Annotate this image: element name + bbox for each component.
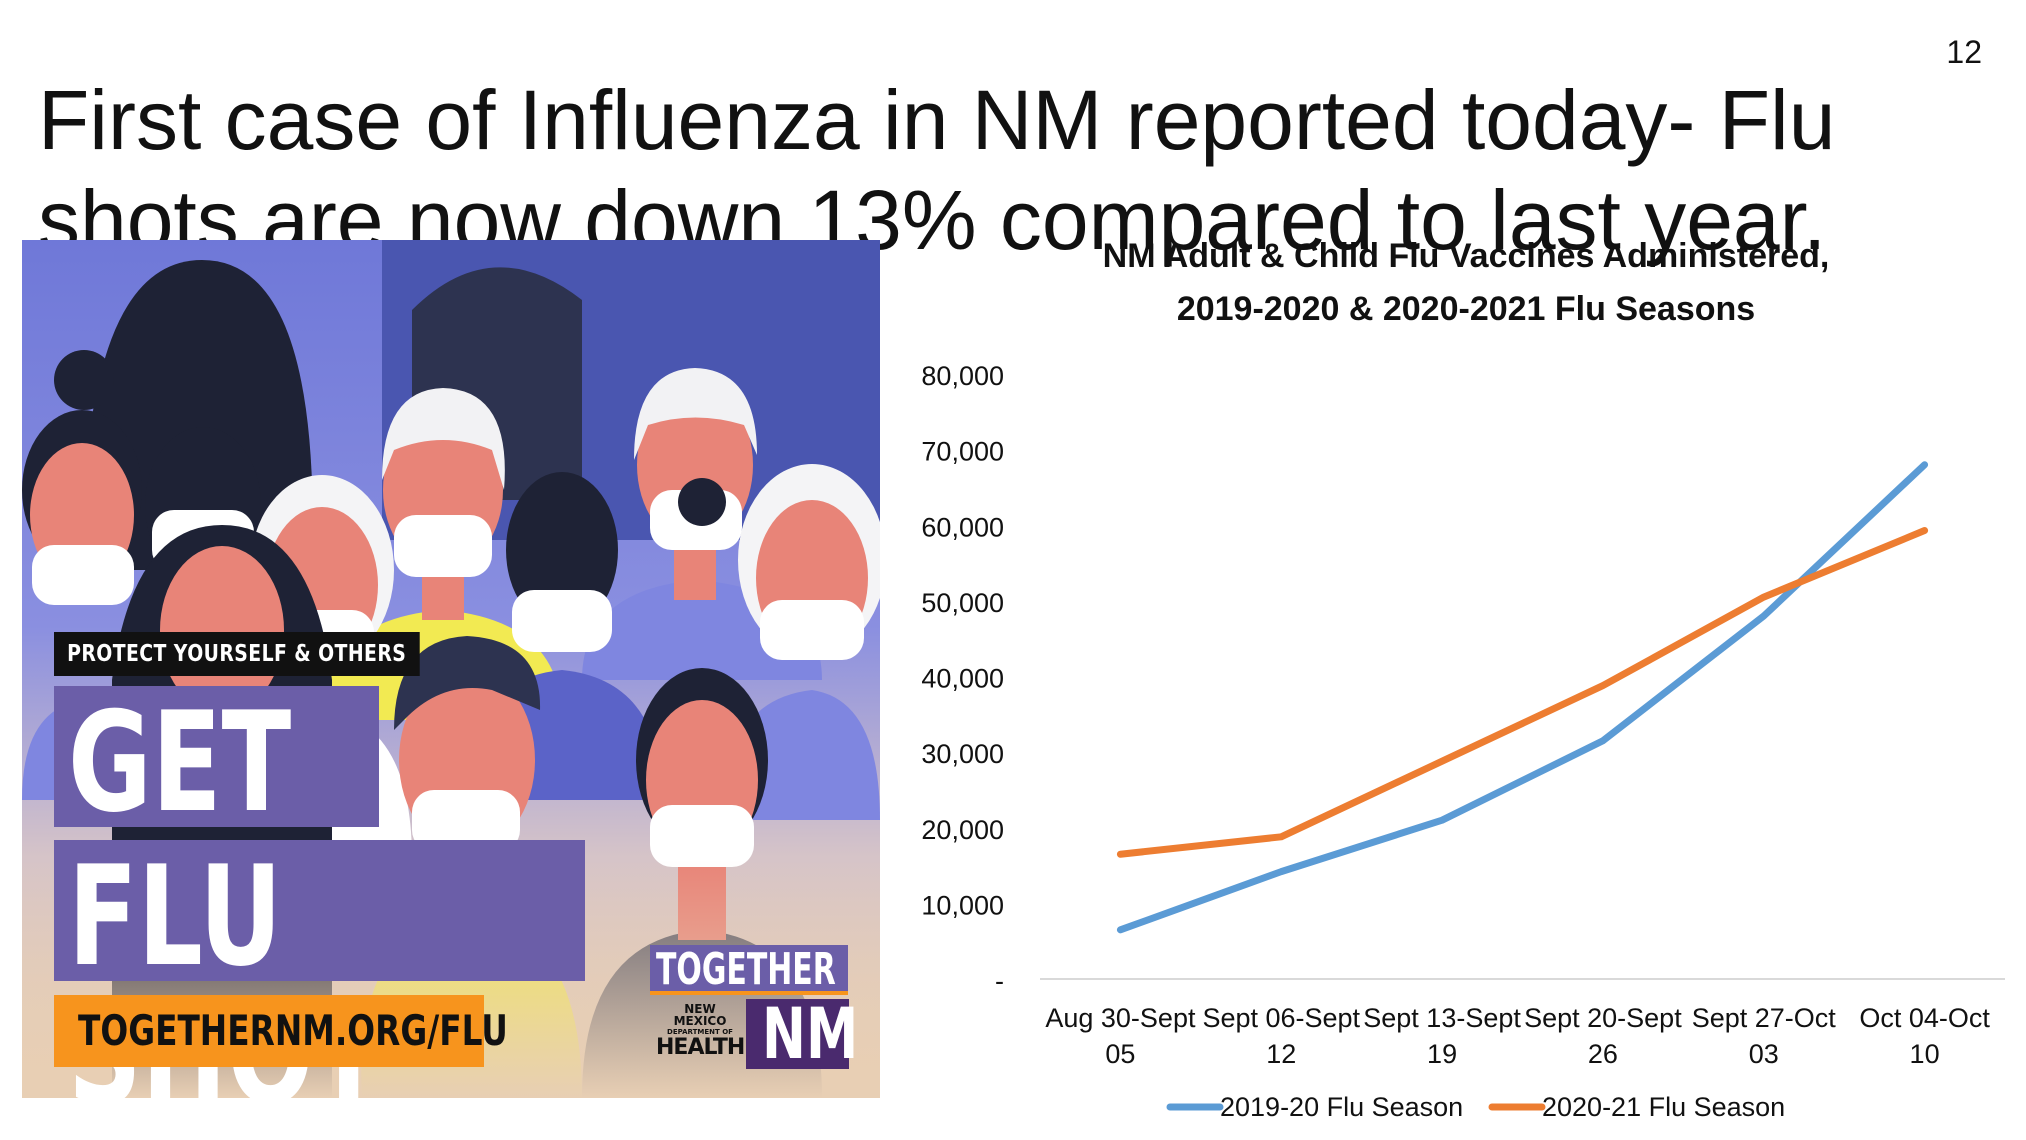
slide-title-line-1: First case of Influenza in NM reported t… bbox=[38, 73, 1836, 168]
series-line-1 bbox=[1116, 461, 1929, 934]
poster-url: TOGETHERNM.ORG/FLU bbox=[54, 995, 508, 1067]
x-tick-label: 12 bbox=[1266, 1039, 1296, 1069]
x-tick-label: Aug 30-Sept bbox=[1045, 1003, 1196, 1033]
chart-title-line-2: 2019-2020 & 2020-2021 Flu Seasons bbox=[1177, 290, 1755, 328]
y-tick-label: 10,000 bbox=[921, 890, 1004, 920]
y-tick-label: 70,000 bbox=[921, 437, 1004, 467]
chart-canvas: NM Adult & Child Flu Vaccines Administer… bbox=[921, 237, 2005, 1122]
x-tick-label: 19 bbox=[1427, 1039, 1457, 1069]
series-line-2 bbox=[1116, 527, 1929, 858]
y-tick-label: 60,000 bbox=[921, 512, 1004, 542]
x-tick-label: Sept 20-Sept bbox=[1524, 1003, 1682, 1033]
flu-vaccine-line-chart: NM Adult & Child Flu Vaccines Administer… bbox=[880, 230, 2026, 1140]
legend-label: 2019-20 Flu Season bbox=[1220, 1092, 1463, 1122]
y-tick-label: 80,000 bbox=[921, 361, 1004, 391]
x-tick-label: Sept 13-Sept bbox=[1363, 1003, 1521, 1033]
x-tick-label: 03 bbox=[1749, 1039, 1779, 1069]
x-tick-label: 05 bbox=[1105, 1039, 1135, 1069]
slide-title: First case of Influenza in NM reported t… bbox=[38, 70, 1918, 270]
y-tick-label: - bbox=[995, 966, 1004, 996]
poster-tagline: PROTECT YOURSELF & OTHERS bbox=[54, 632, 420, 676]
legend-label: 2020-21 Flu Season bbox=[1542, 1092, 1785, 1122]
series-lines bbox=[1116, 461, 1929, 934]
poster-headline-line-1: GET A bbox=[54, 686, 379, 970]
x-tick-label: Oct 04-Oct bbox=[1859, 1003, 1990, 1033]
together-nm-logo: TOGETHER NEW MEXICO DEPARTMENT OF HEALTH… bbox=[650, 945, 858, 1070]
flu-shot-poster: PROTECT YOURSELF & OTHERS GET A FLU SHOT… bbox=[22, 240, 880, 1098]
chart-title-line-1: NM Adult & Child Flu Vaccines Administer… bbox=[1103, 237, 1830, 275]
nm-department-of-health-logo: NEW MEXICO DEPARTMENT OF HEALTH bbox=[656, 1002, 745, 1060]
y-tick-label: 50,000 bbox=[921, 588, 1004, 618]
x-axis-tick-labels: Aug 30-Sept 05 Sept 06-Sept 12 Sept 13-Sept 1… bbox=[1045, 1003, 1990, 1069]
y-axis-tick-labels: - 10,000 20,000 30,000 40,000 50,000 60,000 70,… bbox=[921, 361, 1004, 996]
logo-together-text: TOGETHER bbox=[650, 945, 848, 995]
y-tick-label: 40,000 bbox=[921, 664, 1004, 694]
x-tick-label: Sept 27-Oct bbox=[1692, 1003, 1837, 1033]
y-tick-label: 30,000 bbox=[921, 739, 1004, 769]
chart-legend: 2019-20 Flu Season 2020-21 Flu Season bbox=[1166, 1092, 1785, 1122]
x-tick-label: 10 bbox=[1910, 1039, 1940, 1069]
logo-nm-text: NM bbox=[746, 999, 858, 1069]
page-number: 12 bbox=[1946, 34, 1982, 70]
x-tick-label: 26 bbox=[1588, 1039, 1618, 1069]
x-tick-label: Sept 06-Sept bbox=[1202, 1003, 1360, 1033]
y-tick-label: 20,000 bbox=[921, 815, 1004, 845]
poster-headline-line-2: FLU SHOT bbox=[54, 840, 585, 1098]
